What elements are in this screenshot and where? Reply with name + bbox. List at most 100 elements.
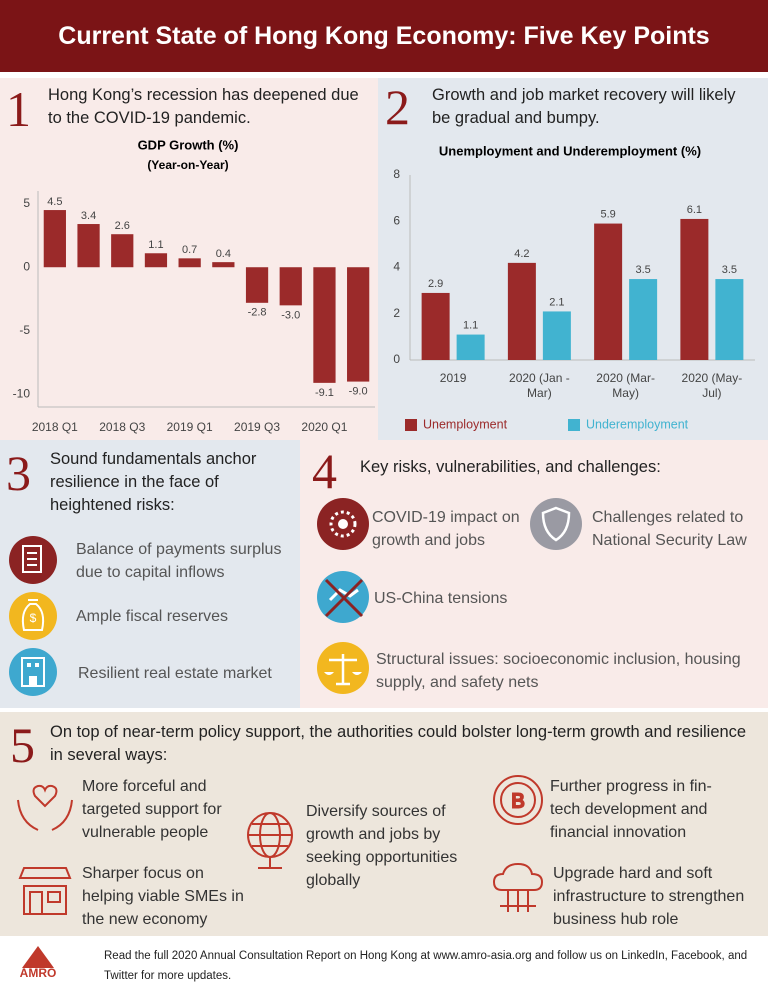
- x-tick-label: 2020 (Mar-May): [596, 371, 655, 400]
- bar: [212, 262, 235, 268]
- x-tick-label: 2019 Q3: [234, 420, 281, 434]
- bar: [680, 218, 709, 360]
- legend-swatch: [405, 419, 417, 431]
- chart-subtitle: (Year-on-Year): [147, 158, 228, 172]
- section-text: Hong Kong’s recession has deepened due t…: [48, 86, 359, 127]
- value-label: 2.1: [549, 296, 564, 308]
- chart-title: Unemployment and Underemployment (%): [439, 143, 701, 158]
- list-item: Sharper focus on helping viable SMEs in …: [82, 865, 244, 928]
- value-label: 4.5: [47, 196, 62, 208]
- list-item: More forceful and targeted support for v…: [82, 778, 222, 841]
- list-item: Challenges related to National Security …: [592, 509, 747, 549]
- value-label: 5.9: [600, 208, 615, 220]
- bar: [507, 262, 536, 360]
- bar: [629, 279, 658, 360]
- value-label: 0.4: [216, 248, 231, 260]
- x-tick-label: 2020 (May-Jul): [681, 371, 743, 400]
- icon-scales: [317, 642, 369, 694]
- list-item: Upgrade hard and soft infrastructure to …: [553, 865, 745, 928]
- value-label: 4.2: [514, 248, 529, 260]
- svg-text:$: $: [30, 611, 37, 625]
- value-label: -2.8: [248, 307, 267, 319]
- value-label: -9.1: [315, 387, 334, 399]
- x-tick-label: 2018 Q1: [31, 420, 78, 434]
- value-label: -9.0: [349, 385, 368, 397]
- value-label: 1.1: [463, 319, 478, 331]
- section-number: 3: [6, 445, 31, 501]
- y-tick-label: 6: [393, 213, 400, 227]
- value-label: 6.1: [687, 204, 702, 216]
- bar: [111, 234, 134, 268]
- list-item: Further progress in fin-tech development…: [550, 778, 712, 841]
- page-title: Current State of Hong Kong Economy: Five…: [58, 21, 710, 50]
- icon-fintech: B: [493, 775, 543, 825]
- y-tick-label: 5: [23, 196, 30, 210]
- icon-shop: [18, 867, 72, 915]
- y-tick-label: 0: [393, 352, 400, 366]
- y-tick-label: -5: [19, 323, 30, 337]
- icon-infrastructure: [492, 862, 544, 912]
- logo-text: AMRO: [20, 966, 57, 980]
- value-label: 2.6: [115, 220, 130, 232]
- value-label: 2.9: [428, 278, 443, 290]
- list-item: Ample fiscal reserves: [76, 608, 229, 625]
- bar: [313, 267, 336, 383]
- list-item: COVID-19 impact on growth and jobs: [372, 509, 520, 549]
- y-tick-label: 0: [23, 259, 30, 273]
- bar: [279, 267, 302, 306]
- value-label: 3.5: [722, 264, 737, 276]
- list-item: Structural issues: socioeconomic inclusi…: [376, 651, 741, 691]
- logo-mark: [22, 946, 54, 968]
- bar: [77, 224, 100, 268]
- bar: [178, 258, 201, 268]
- y-tick-label: 8: [393, 167, 400, 181]
- value-label: 0.7: [182, 244, 197, 256]
- y-tick-label: -10: [13, 386, 31, 400]
- bar: [347, 267, 370, 382]
- value-label: 1.1: [148, 239, 163, 251]
- x-tick-label: 2018 Q3: [99, 420, 146, 434]
- legend-swatch: [568, 419, 580, 431]
- list-item: US-China tensions: [374, 590, 508, 607]
- value-label: -3.0: [281, 309, 300, 321]
- icon-covid: [317, 498, 369, 550]
- bar: [594, 223, 623, 360]
- section-number: 2: [385, 79, 410, 135]
- legend-label: Underemployment: [586, 417, 689, 431]
- bar: [542, 311, 571, 360]
- icon-us-china: [317, 571, 369, 623]
- svg-text:B: B: [511, 790, 524, 812]
- section-number: 5: [10, 717, 35, 773]
- legend-label: Unemployment: [423, 417, 508, 431]
- list-item: Balance of payments surplus due to capit…: [76, 541, 282, 581]
- footer-text: Read the full 2020 Annual Consultation R…: [104, 950, 748, 982]
- bar: [144, 253, 168, 268]
- x-tick-label: 2020 Q1: [301, 420, 348, 434]
- x-tick-label: 2019 Q1: [166, 420, 213, 434]
- section-heading: Key risks, vulnerabilities, and challeng…: [360, 458, 661, 476]
- section-heading: On top of near-term policy support, the …: [50, 723, 747, 764]
- section-number: 1: [6, 81, 31, 137]
- bar: [421, 292, 450, 360]
- section-text: Growth and job market recovery will like…: [432, 86, 736, 127]
- x-tick-label: 2020 (Jan - Mar): [509, 371, 570, 400]
- icon-real-estate: [9, 648, 57, 696]
- bar: [43, 210, 66, 268]
- section-heading: Sound fundamentals anchor resilience in …: [50, 450, 257, 514]
- icon-payments: [9, 536, 57, 584]
- header-bar: [0, 0, 768, 72]
- bar: [245, 267, 269, 303]
- value-label: 3.5: [635, 264, 650, 276]
- icon-shield: [530, 498, 582, 550]
- bar: [715, 279, 744, 360]
- icon-globe: [247, 812, 293, 869]
- section-4-bg: [300, 440, 768, 708]
- chart-title: GDP Growth (%): [138, 137, 239, 152]
- list-item: Diversify sources of growth and jobs by …: [306, 803, 458, 889]
- y-tick-label: 2: [393, 306, 400, 320]
- y-tick-label: 4: [393, 260, 400, 274]
- section-5-bg: [0, 712, 768, 936]
- section-number: 4: [312, 443, 337, 499]
